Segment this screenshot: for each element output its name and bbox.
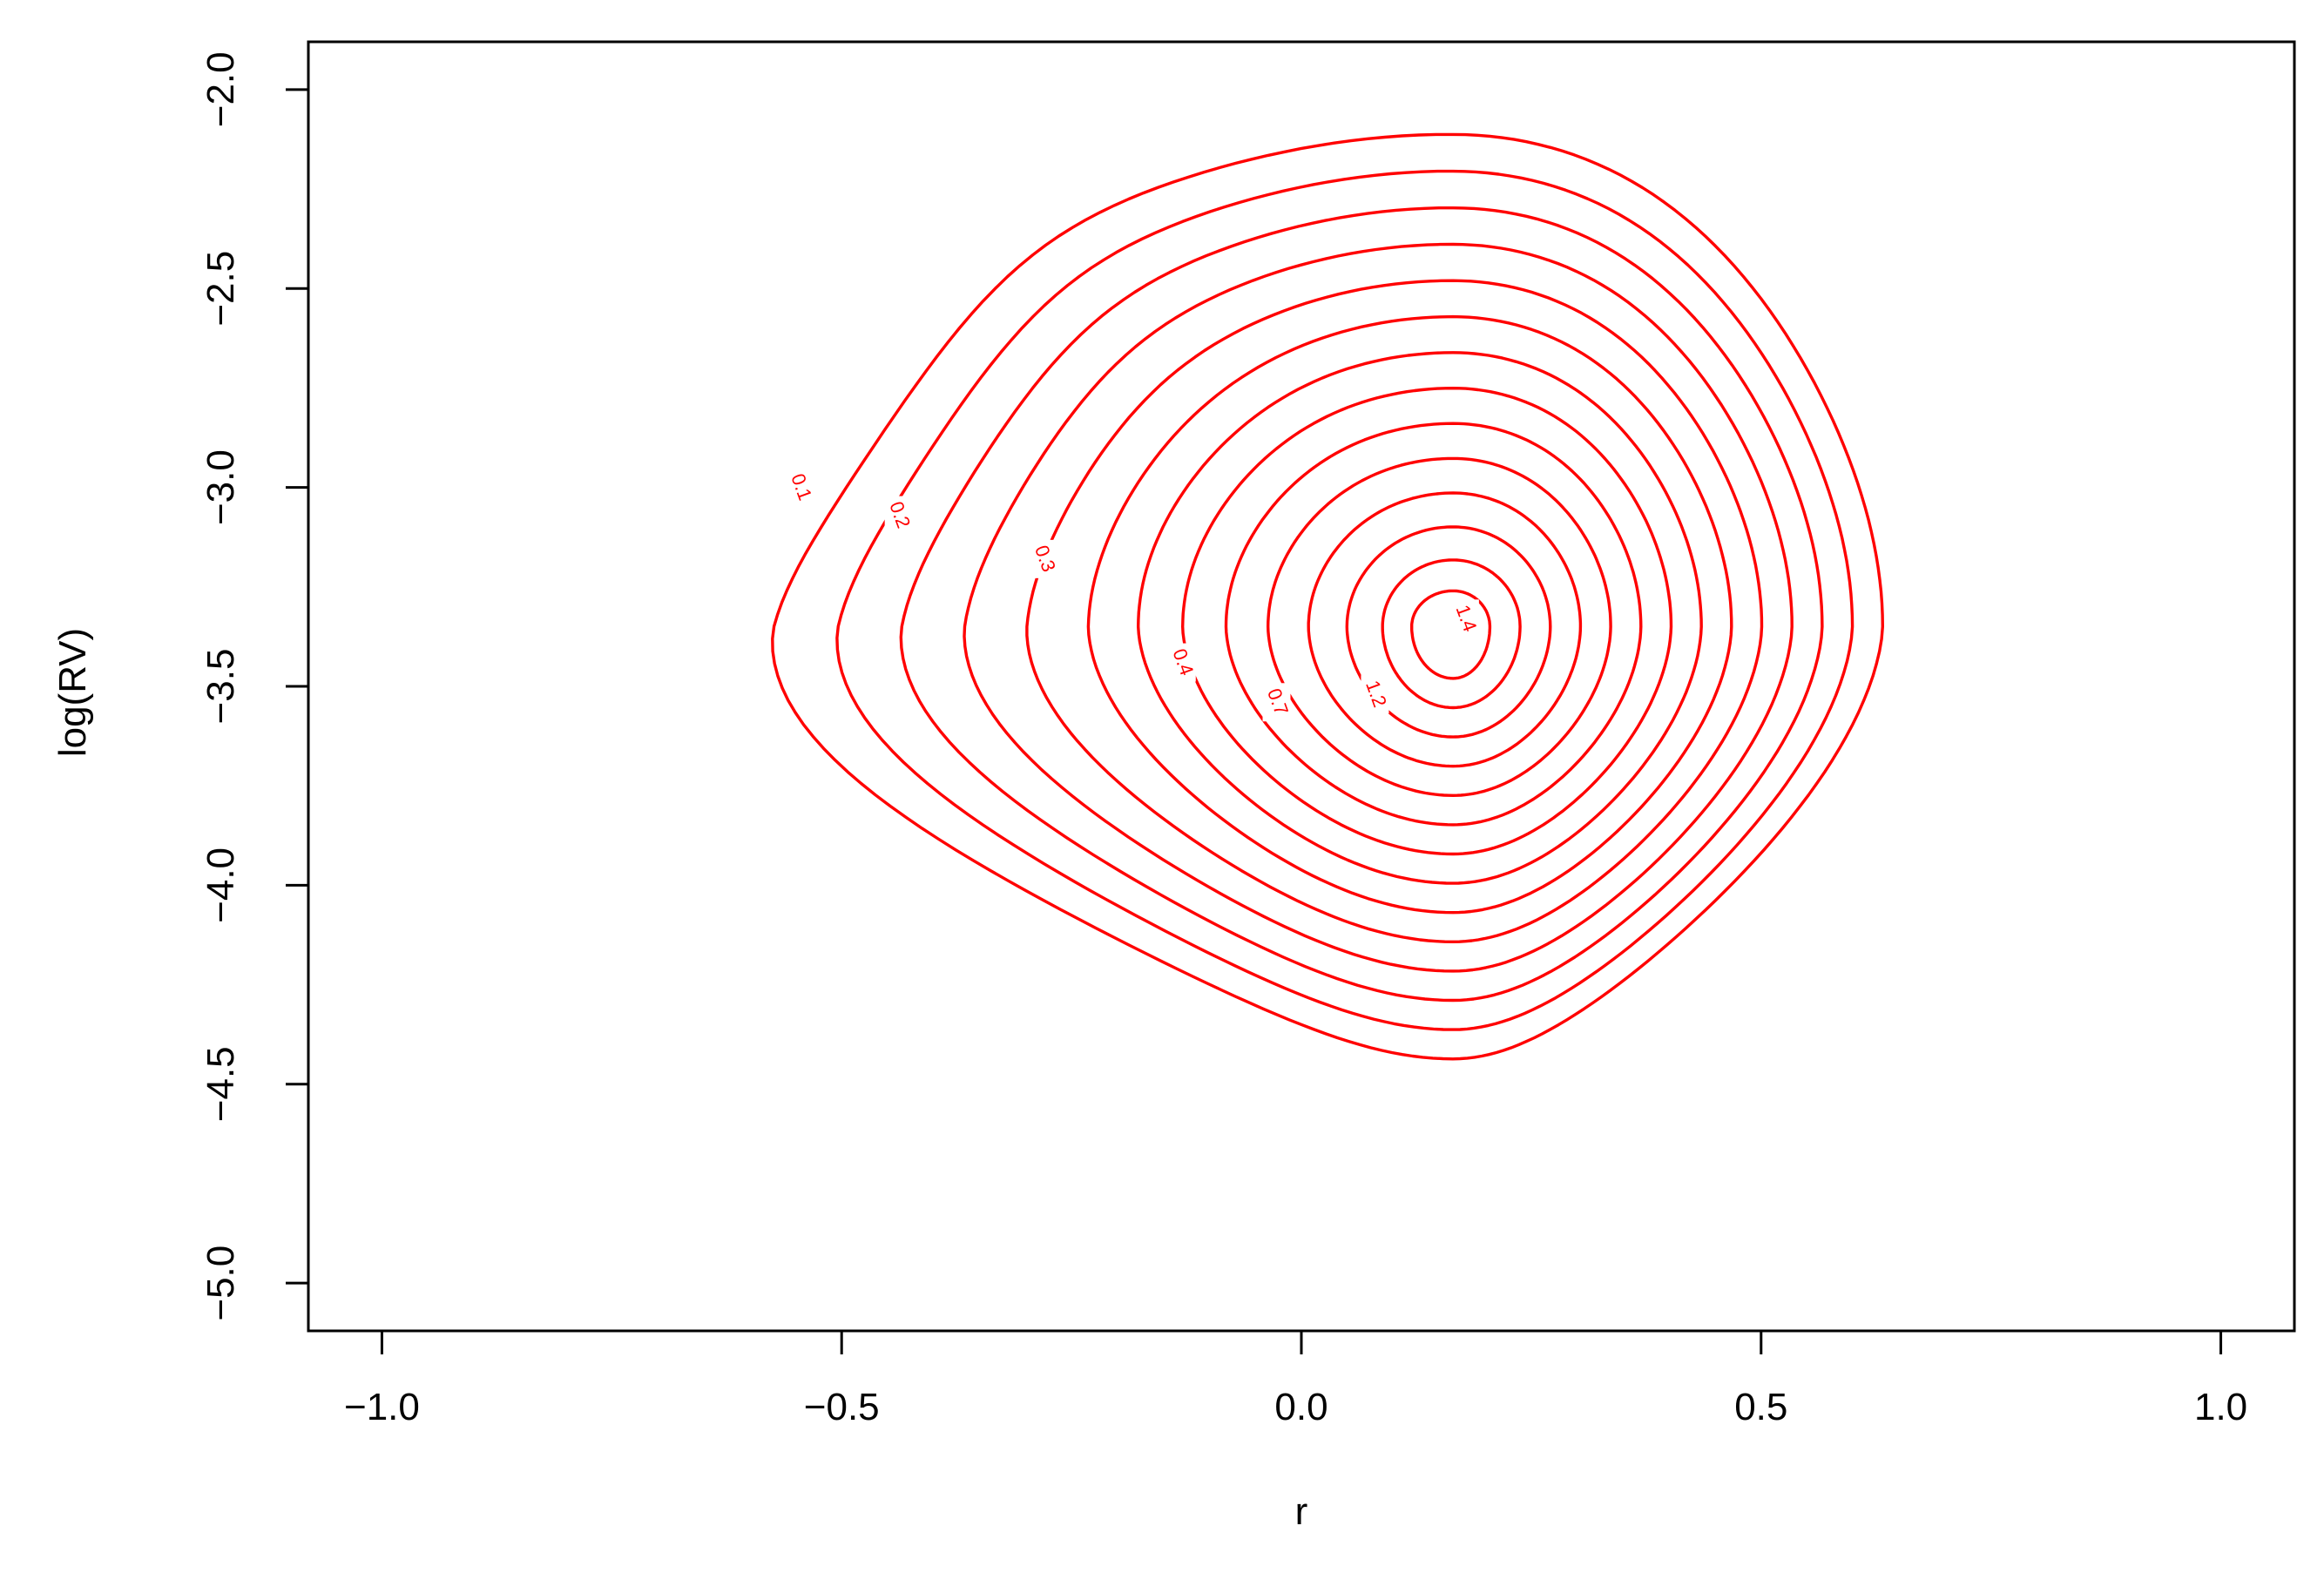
contour-line [1381, 558, 1522, 710]
y-axis-label: log(RV) [51, 628, 94, 757]
x-tick-label: −0.5 [804, 1386, 880, 1428]
contour-line [1410, 589, 1492, 680]
contour-line [1025, 279, 1764, 943]
contour-line [1086, 314, 1733, 915]
x-tick-label: 0.0 [1274, 1386, 1328, 1428]
plot-frame [307, 40, 2296, 1333]
x-tick-label: −1.0 [344, 1386, 420, 1428]
x-tick-label: 0.5 [1734, 1386, 1787, 1428]
y-tick-label: −3.0 [199, 449, 242, 525]
contour-label-bg [1030, 539, 1058, 578]
contour-line [1224, 422, 1643, 827]
y-tick-label: −4.0 [199, 847, 242, 923]
contour-label-bg [1262, 683, 1291, 722]
y-tick-label: −3.5 [199, 649, 242, 725]
contour-line [899, 206, 1824, 1003]
contour-label-bg [1450, 599, 1479, 638]
x-axis-label: r [1295, 1490, 1308, 1533]
contour-line [1307, 491, 1583, 768]
contour-line [1181, 387, 1673, 856]
contour-line [1137, 351, 1703, 885]
contour-line [835, 169, 1854, 1031]
contour-label-bg [1167, 643, 1196, 682]
contour-line [1345, 525, 1552, 739]
y-tick-label: −2.0 [199, 51, 242, 127]
y-axis: −2.0 −2.5 −3.0 −3.5 −4.0 −4.5 −5.0 [199, 51, 310, 1321]
contour-line [1267, 456, 1612, 797]
contour-label-bg [884, 496, 913, 535]
contour-label-bg [1361, 675, 1389, 714]
x-axis: −1.0 −0.5 0.0 0.5 1.0 [344, 1329, 2247, 1428]
y-tick-label: −5.0 [199, 1246, 242, 1321]
contour-line [963, 242, 1794, 973]
contour-lines [771, 132, 1884, 1061]
contour-labels: 0.10.20.30.40.7 1.21.4 [786, 468, 1481, 722]
contour-line [771, 132, 1884, 1061]
y-tick-label: −2.5 [199, 251, 242, 327]
x-tick-label: 1.0 [2194, 1386, 2247, 1428]
contour-label-bg [786, 468, 814, 507]
y-tick-label: −4.5 [199, 1046, 242, 1122]
